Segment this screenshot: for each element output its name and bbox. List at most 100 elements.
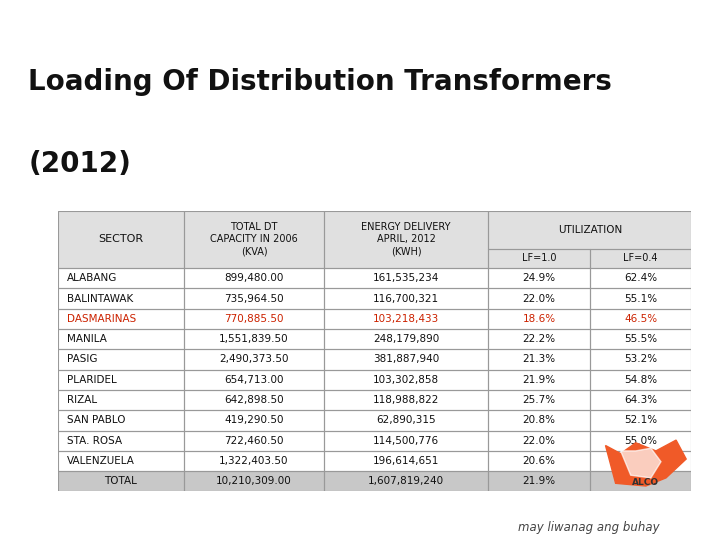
Text: SAN PABLO: SAN PABLO: [67, 415, 125, 426]
FancyBboxPatch shape: [324, 390, 488, 410]
Text: 1,322,403.50: 1,322,403.50: [220, 456, 289, 466]
Text: DASMARINAS: DASMARINAS: [67, 314, 136, 324]
Text: LF=1.0: LF=1.0: [522, 253, 557, 264]
Text: BALINTAWAK: BALINTAWAK: [67, 294, 133, 303]
FancyBboxPatch shape: [324, 329, 488, 349]
Text: LF=0.4: LF=0.4: [624, 253, 658, 264]
Text: 22.0%: 22.0%: [523, 436, 556, 446]
Polygon shape: [621, 448, 661, 478]
FancyBboxPatch shape: [488, 349, 590, 370]
FancyBboxPatch shape: [590, 329, 691, 349]
FancyBboxPatch shape: [590, 309, 691, 329]
FancyBboxPatch shape: [488, 268, 590, 288]
FancyBboxPatch shape: [488, 410, 590, 430]
Polygon shape: [0, 0, 720, 205]
Text: 103,302,858: 103,302,858: [373, 375, 439, 385]
FancyBboxPatch shape: [590, 430, 691, 451]
FancyBboxPatch shape: [58, 370, 184, 390]
Text: 55.5%: 55.5%: [624, 334, 657, 344]
Text: 116,700,321: 116,700,321: [373, 294, 439, 303]
FancyBboxPatch shape: [324, 410, 488, 430]
Text: 54.8%: 54.8%: [624, 375, 657, 385]
FancyBboxPatch shape: [184, 329, 324, 349]
FancyBboxPatch shape: [184, 288, 324, 309]
FancyBboxPatch shape: [184, 370, 324, 390]
FancyBboxPatch shape: [324, 430, 488, 451]
Text: 21.3%: 21.3%: [523, 354, 556, 364]
FancyBboxPatch shape: [488, 248, 590, 268]
Text: STA. ROSA: STA. ROSA: [67, 436, 122, 446]
FancyBboxPatch shape: [324, 268, 488, 288]
FancyBboxPatch shape: [324, 370, 488, 390]
Text: SECTOR: SECTOR: [99, 234, 143, 245]
Text: 419,290.50: 419,290.50: [224, 415, 284, 426]
FancyBboxPatch shape: [324, 288, 488, 309]
FancyBboxPatch shape: [590, 471, 691, 491]
Text: 62,890,315: 62,890,315: [377, 415, 436, 426]
FancyBboxPatch shape: [184, 390, 324, 410]
FancyBboxPatch shape: [184, 349, 324, 370]
FancyBboxPatch shape: [58, 390, 184, 410]
Text: TOTAL: TOTAL: [104, 476, 138, 486]
FancyBboxPatch shape: [590, 390, 691, 410]
Text: 2,490,373.50: 2,490,373.50: [220, 354, 289, 364]
Text: may liwanag ang buhay: may liwanag ang buhay: [518, 521, 660, 535]
Text: Loading Of Distribution Transformers: Loading Of Distribution Transformers: [28, 68, 612, 96]
FancyBboxPatch shape: [488, 211, 691, 248]
Text: 21.9%: 21.9%: [523, 476, 556, 486]
Text: 51.6%: 51.6%: [624, 456, 657, 466]
Text: 381,887,940: 381,887,940: [373, 354, 439, 364]
Text: UTILIZATION: UTILIZATION: [558, 225, 622, 234]
Text: 46.5%: 46.5%: [624, 314, 657, 324]
FancyBboxPatch shape: [58, 451, 184, 471]
Text: 22.0%: 22.0%: [523, 294, 556, 303]
FancyBboxPatch shape: [184, 309, 324, 329]
Text: ALCO: ALCO: [632, 478, 660, 487]
Text: 24.9%: 24.9%: [523, 273, 556, 284]
FancyBboxPatch shape: [58, 410, 184, 430]
Text: 118,988,822: 118,988,822: [373, 395, 439, 405]
FancyBboxPatch shape: [590, 288, 691, 309]
Polygon shape: [606, 440, 686, 486]
FancyBboxPatch shape: [58, 329, 184, 349]
Text: 18.6%: 18.6%: [523, 314, 556, 324]
FancyBboxPatch shape: [590, 248, 691, 268]
Text: 642,898.50: 642,898.50: [224, 395, 284, 405]
Text: 21.9%: 21.9%: [523, 375, 556, 385]
Text: 20.8%: 20.8%: [523, 415, 556, 426]
Text: 103,218,433: 103,218,433: [373, 314, 439, 324]
Text: MANILA: MANILA: [67, 334, 107, 344]
Text: 1,607,819,240: 1,607,819,240: [368, 476, 444, 486]
FancyBboxPatch shape: [324, 471, 488, 491]
FancyBboxPatch shape: [488, 309, 590, 329]
Text: TOTAL DT
CAPACITY IN 2006
(KVA): TOTAL DT CAPACITY IN 2006 (KVA): [210, 222, 298, 257]
FancyBboxPatch shape: [58, 471, 184, 491]
Text: 899,480.00: 899,480.00: [225, 273, 284, 284]
FancyBboxPatch shape: [488, 288, 590, 309]
FancyBboxPatch shape: [590, 349, 691, 370]
FancyBboxPatch shape: [590, 370, 691, 390]
Text: 25.7%: 25.7%: [523, 395, 556, 405]
Text: VALENZUELA: VALENZUELA: [67, 456, 135, 466]
FancyBboxPatch shape: [184, 471, 324, 491]
Text: 1,551,839.50: 1,551,839.50: [219, 334, 289, 344]
FancyBboxPatch shape: [488, 390, 590, 410]
FancyBboxPatch shape: [324, 211, 488, 268]
Text: 54.7%: 54.7%: [624, 476, 657, 486]
Text: 114,500,776: 114,500,776: [373, 436, 439, 446]
Text: RIZAL: RIZAL: [67, 395, 97, 405]
FancyBboxPatch shape: [58, 268, 184, 288]
FancyBboxPatch shape: [488, 471, 590, 491]
Text: 770,885.50: 770,885.50: [224, 314, 284, 324]
FancyBboxPatch shape: [58, 349, 184, 370]
Text: 722,460.50: 722,460.50: [224, 436, 284, 446]
FancyBboxPatch shape: [184, 211, 324, 268]
Text: ALABANG: ALABANG: [67, 273, 117, 284]
FancyBboxPatch shape: [324, 349, 488, 370]
FancyBboxPatch shape: [324, 451, 488, 471]
FancyBboxPatch shape: [488, 370, 590, 390]
Text: 10,210,309.00: 10,210,309.00: [216, 476, 292, 486]
Text: (2012): (2012): [28, 150, 131, 178]
FancyBboxPatch shape: [488, 451, 590, 471]
Text: 735,964.50: 735,964.50: [224, 294, 284, 303]
